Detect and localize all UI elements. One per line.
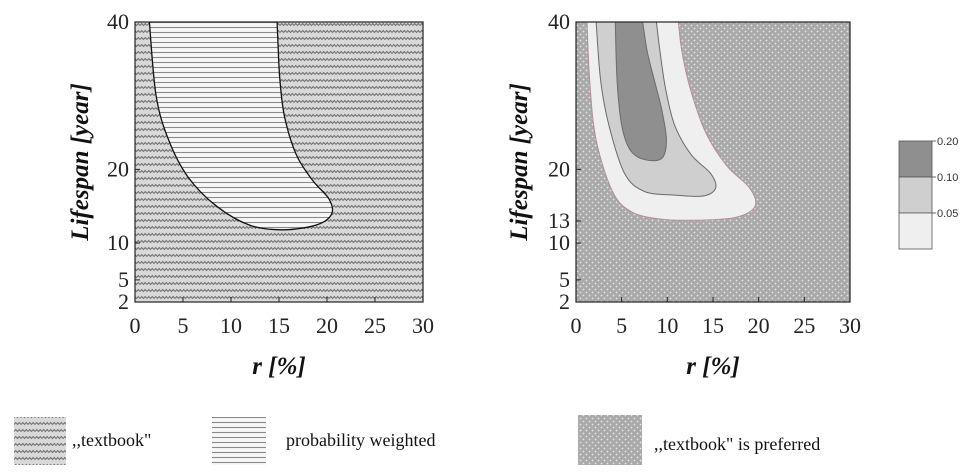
y-tick-label: 10 [548, 230, 570, 255]
x-tick-label: 15 [268, 313, 290, 338]
y-axis-label: Lifespan [year] [67, 83, 94, 242]
y-tick-label: 2 [118, 289, 129, 314]
legend: ,,textbook" probability weighted ,,textb… [14, 415, 820, 465]
x-tick-label: 0 [130, 313, 141, 338]
colorbar-segment [898, 212, 933, 250]
y-tick-label: 20 [107, 156, 129, 181]
y-tick-label: 40 [548, 9, 570, 34]
region-probability-weighted [149, 22, 333, 230]
x-tick-label: 25 [793, 313, 815, 338]
x-tick-label: 0 [571, 313, 582, 338]
legend-swatch-dots [578, 415, 642, 465]
x-tick-label: 25 [364, 313, 386, 338]
x-tick-label: 30 [412, 313, 434, 338]
y-tick-label: 20 [548, 156, 570, 181]
y-tick-label: 10 [107, 230, 129, 255]
x-tick-label: 10 [656, 313, 678, 338]
y-tick-label: 13 [548, 208, 570, 233]
x-axis-label: r [%] [686, 353, 739, 380]
legend-swatch-hatch [212, 417, 266, 465]
plot-area [135, 22, 423, 302]
y-tick-label: 40 [107, 9, 129, 34]
x-axis-label: r [%] [252, 353, 305, 380]
legend-label-textbook: ,,textbook" [72, 430, 151, 450]
legend-label-probability-weighted: probability weighted [286, 430, 435, 450]
y-tick-label: 5 [118, 267, 129, 292]
colorbar-segment [898, 176, 933, 214]
colorbar: 0.20 0.10 0.05 [898, 136, 958, 250]
x-tick-label: 5 [178, 313, 189, 338]
y-tick-label: 2 [559, 289, 570, 314]
x-tick-label: 20 [316, 313, 338, 338]
legend-swatch-zigzag [14, 417, 66, 465]
x-tick-label: 5 [616, 313, 627, 338]
legend-label-textbook-preferred: ,,textbook" is preferred [654, 434, 820, 454]
colorbar-segment [898, 140, 933, 178]
colorbar-tick-label: 0.10 [937, 172, 958, 184]
region-boundary-line [148, 22, 334, 231]
x-tick-label: 10 [220, 313, 242, 338]
x-tick-label: 15 [702, 313, 724, 338]
plot-area [576, 22, 850, 302]
colorbar-tick-label: 0.05 [937, 208, 958, 220]
x-tick-label: 20 [748, 313, 770, 338]
contour-level-0-2 [614, 22, 667, 162]
colorbar-tick-label: 0.20 [937, 136, 958, 148]
y-axis-label: Lifespan [year] [506, 83, 533, 242]
y-tick-label: 5 [559, 267, 570, 292]
x-tick-label: 30 [839, 313, 861, 338]
